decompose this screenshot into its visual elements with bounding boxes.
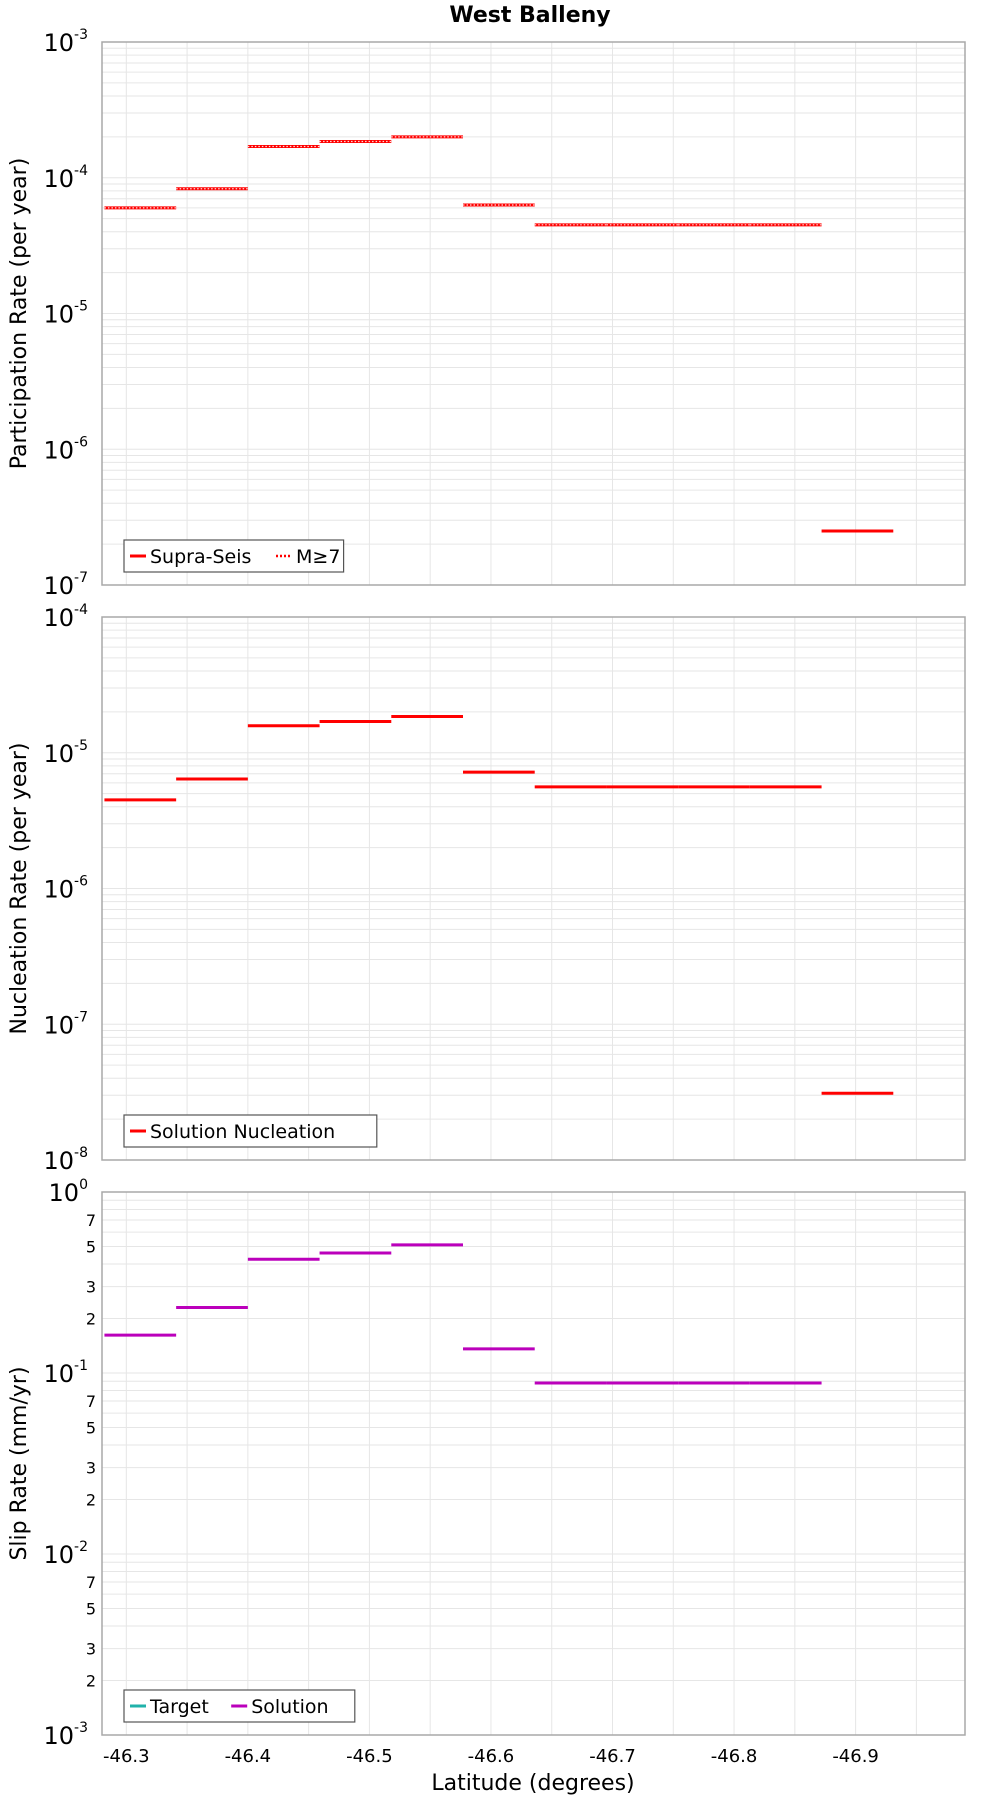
legend-box (123, 1114, 378, 1148)
y-tick-label: 10-4 (43, 163, 88, 193)
y-minor-tick-label: 2 (86, 1310, 96, 1329)
x-tick-label: -46.6 (468, 1746, 515, 1767)
y-tick-label: 10-1 (43, 1358, 88, 1388)
y-minor-tick-label: 7 (86, 1573, 96, 1592)
y-tick-base: 10 (43, 1541, 74, 1569)
y-tick-exponent: -6 (74, 874, 88, 890)
y-minor-tick-label: 7 (86, 1211, 96, 1230)
y-tick-label: 10-8 (43, 1145, 88, 1175)
y-tick-base: 10 (43, 29, 74, 57)
legend-label: M≥7 (296, 546, 340, 568)
plot-frame (101, 41, 966, 586)
y-tick-label: 100 (49, 1177, 88, 1207)
y-tick-label: 10-7 (43, 1009, 88, 1039)
y-tick-label: 10-4 (43, 602, 88, 632)
y-minor-tick-label: 3 (86, 1640, 96, 1659)
y-tick-base: 10 (43, 165, 74, 193)
y-tick-exponent: -2 (74, 1539, 88, 1555)
y-minor-tick-label: 3 (86, 1459, 96, 1478)
legend: Supra-Seis M≥7 (123, 539, 345, 573)
y-minor-tick-label: 5 (86, 1599, 96, 1618)
x-tick-label: -46.3 (103, 1746, 150, 1767)
plot-frame (101, 616, 966, 1161)
y-tick-base: 10 (43, 301, 74, 329)
y-tick-base: 10 (43, 876, 74, 904)
y-tick-base: 10 (43, 1360, 74, 1388)
x-tick-label: -46.4 (225, 1746, 272, 1767)
y-tick-label: 10-5 (43, 299, 88, 329)
y-axis-label: Slip Rate (mm/yr) (7, 1366, 32, 1560)
y-tick-exponent: -3 (74, 1720, 88, 1736)
x-tick-label: -46.8 (711, 1746, 758, 1767)
x-axis-label: Latitude (degrees) (431, 1771, 634, 1796)
y-minor-tick-label: 5 (86, 1418, 96, 1437)
y-tick-exponent: 0 (79, 1177, 88, 1193)
y-tick-exponent: -4 (74, 602, 88, 618)
y-minor-tick-label: 3 (86, 1278, 96, 1297)
y-tick-label: 10-3 (43, 1720, 88, 1750)
y-tick-exponent: -5 (74, 299, 88, 315)
y-tick-label: 10-5 (43, 738, 88, 768)
legend-box (123, 539, 345, 573)
x-tick-label: -46.9 (832, 1746, 879, 1767)
y-axis-label: Nucleation Rate (per year) (7, 743, 32, 1035)
y-tick-label: 10-2 (43, 1539, 88, 1569)
legend: Target Solution (123, 1689, 356, 1723)
y-tick-exponent: -4 (74, 163, 88, 179)
y-tick-exponent: -6 (74, 434, 88, 450)
y-tick-base: 10 (43, 740, 74, 768)
y-tick-label: 10-6 (43, 874, 88, 904)
y-tick-base: 10 (49, 1179, 80, 1207)
x-tick-label: -46.5 (346, 1746, 393, 1767)
y-tick-exponent: -5 (74, 738, 88, 754)
y-tick-exponent: -3 (74, 27, 88, 43)
y-tick-exponent: -7 (74, 570, 88, 586)
x-tick-label: -46.7 (589, 1746, 636, 1767)
y-minor-tick-label: 7 (86, 1392, 96, 1411)
y-tick-base: 10 (43, 1722, 74, 1750)
y-tick-base: 10 (43, 436, 74, 464)
y-tick-label: 10-7 (43, 570, 88, 600)
y-tick-base: 10 (43, 1147, 74, 1175)
y-tick-base: 10 (43, 1011, 74, 1039)
y-tick-exponent: -8 (74, 1145, 88, 1161)
y-tick-base: 10 (43, 604, 74, 632)
y-tick-label: 10-3 (43, 27, 88, 57)
y-tick-exponent: -7 (74, 1009, 88, 1025)
legend-label: Solution Nucleation (150, 1121, 335, 1143)
y-minor-tick-label: 2 (86, 1491, 96, 1510)
y-minor-tick-label: 5 (86, 1237, 96, 1256)
y-minor-tick-label: 2 (86, 1672, 96, 1691)
y-tick-base: 10 (43, 572, 74, 600)
legend: Solution Nucleation (123, 1114, 378, 1148)
legend-label: Supra-Seis (150, 546, 251, 568)
chart-title: West Balleny (449, 3, 610, 28)
y-tick-exponent: -1 (74, 1358, 88, 1374)
plot-frame (101, 1191, 966, 1736)
y-axis-label: Participation Rate (per year) (7, 158, 32, 470)
legend-label: Target (149, 1696, 209, 1718)
legend-label: Solution (251, 1696, 328, 1718)
y-tick-label: 10-6 (43, 434, 88, 464)
